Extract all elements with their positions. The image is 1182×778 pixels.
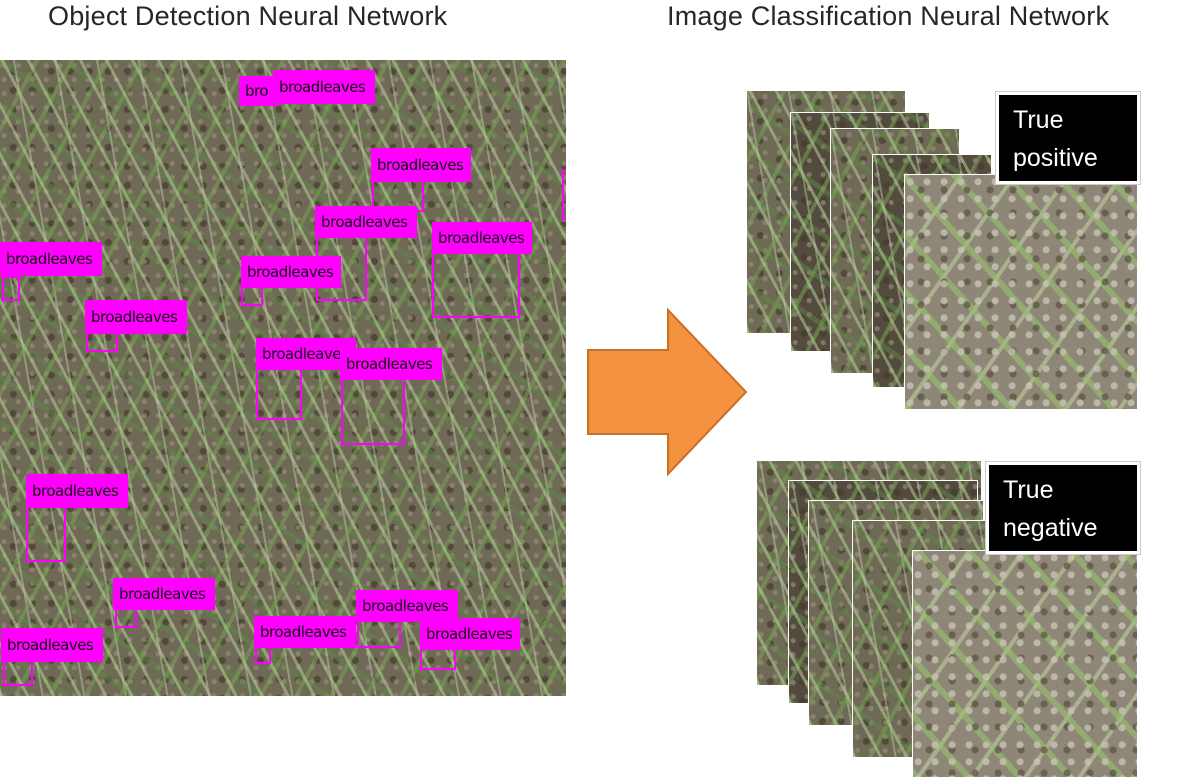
right-arrow-icon bbox=[587, 307, 748, 477]
detection-label: broadleaves bbox=[0, 242, 103, 276]
detection-label: broadleaves bbox=[356, 590, 459, 622]
detection-label: bro bbox=[239, 76, 279, 106]
detection-label: broadleaves bbox=[256, 338, 356, 370]
detection-label: broadleaves bbox=[241, 256, 342, 288]
detection-label: broadleaves bbox=[371, 148, 472, 182]
bounding-box bbox=[3, 658, 33, 686]
detection-label: broadleaves bbox=[254, 616, 357, 648]
bounding-box bbox=[357, 620, 401, 648]
detection-label: broadleaves bbox=[1, 628, 104, 662]
detection-photo: bro broadleaves broadleaves broadleaves … bbox=[0, 60, 566, 696]
true-negative-label: True negative bbox=[986, 462, 1140, 554]
arrow-shape bbox=[587, 307, 748, 477]
detection-label: broadleaves bbox=[315, 206, 418, 238]
detection-label: broadleaves bbox=[26, 474, 129, 508]
bounding-box bbox=[26, 500, 66, 562]
detection-label: broadleaves bbox=[340, 348, 443, 380]
detection-label: broadleaves bbox=[432, 222, 533, 254]
true-positive-label: True positive bbox=[996, 92, 1140, 184]
image-classification-title: Image Classification Neural Network bbox=[667, 1, 1110, 31]
object-detection-title: Object Detection Neural Network bbox=[48, 1, 448, 31]
bounding-box bbox=[432, 252, 520, 318]
bounding-box bbox=[562, 170, 566, 220]
bounding-box bbox=[341, 372, 405, 445]
detection-label: broadleaves bbox=[85, 300, 188, 334]
detection-label: broadleaves bbox=[273, 70, 376, 104]
crop-image bbox=[912, 550, 1138, 778]
crop-image bbox=[904, 174, 1138, 410]
bounding-box bbox=[2, 276, 20, 301]
detection-label: broadleaves bbox=[420, 618, 521, 650]
detection-label: broadleaves bbox=[113, 578, 216, 610]
